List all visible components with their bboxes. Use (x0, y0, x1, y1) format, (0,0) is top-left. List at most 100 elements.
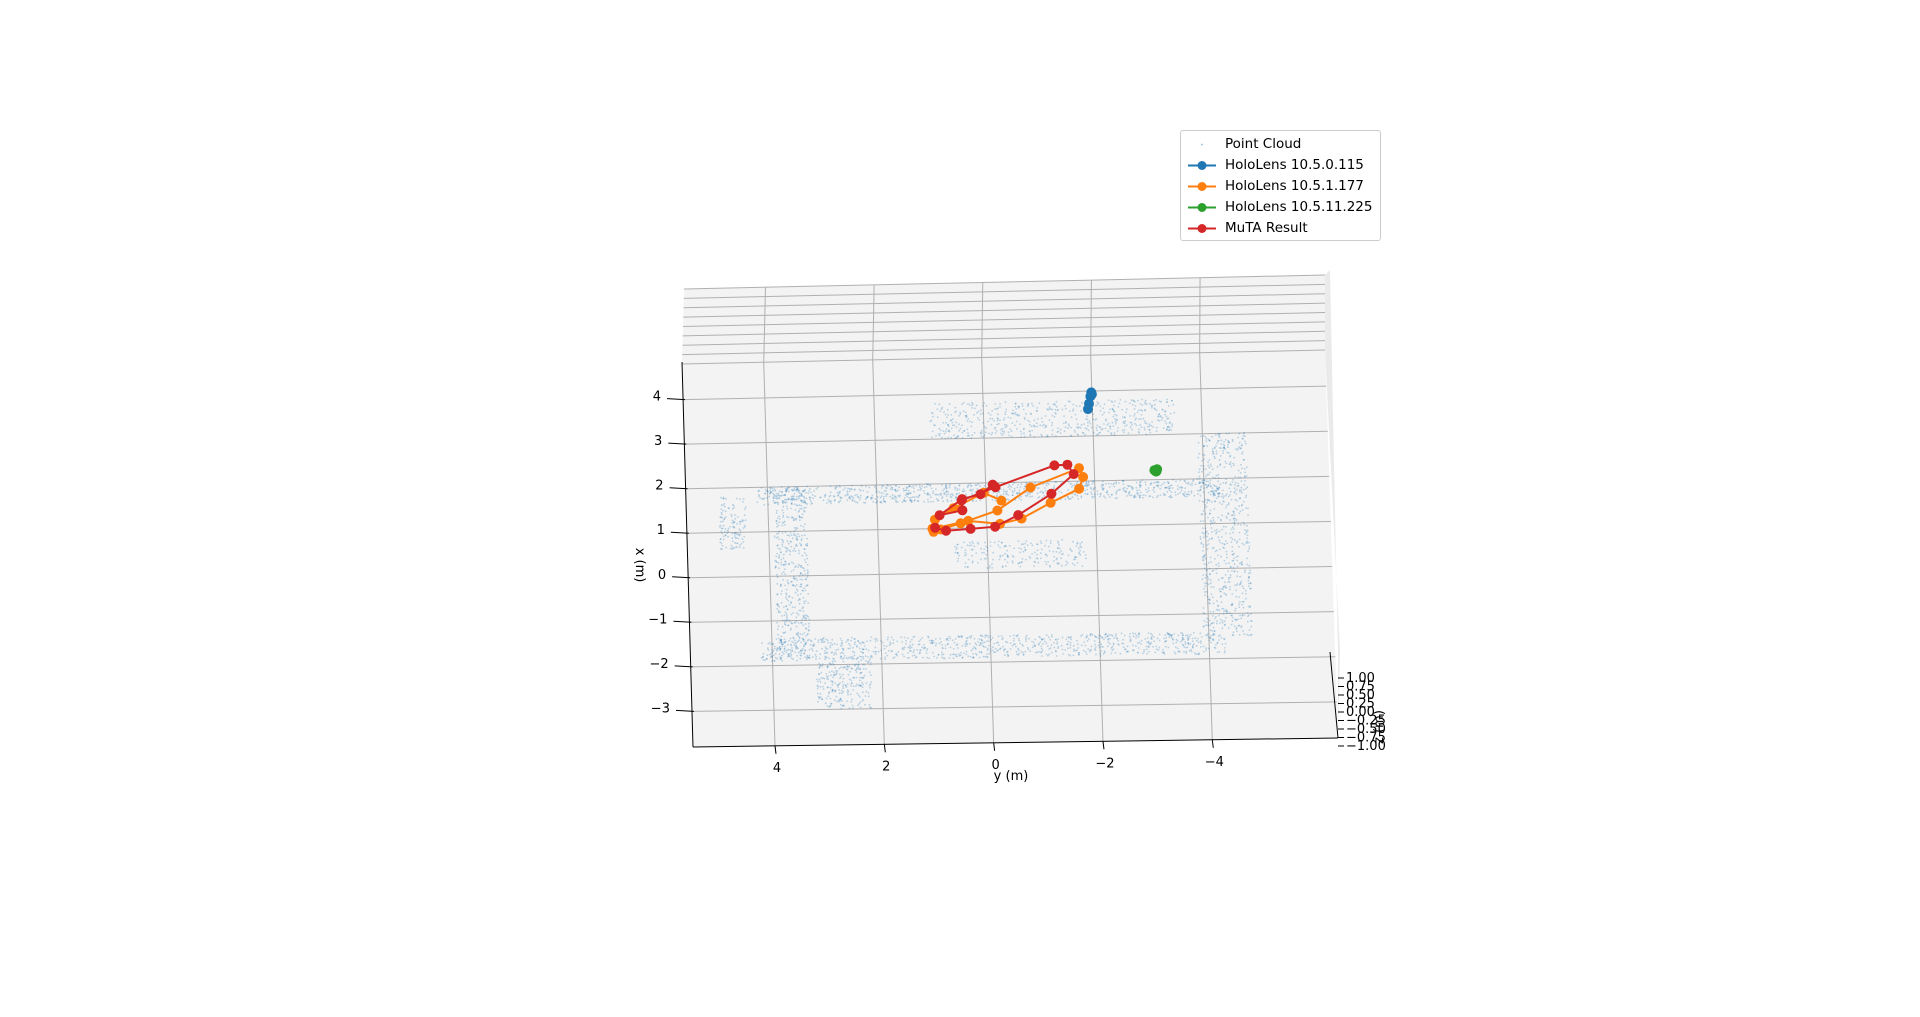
point-cloud-point (1029, 495, 1032, 498)
point-cloud-point (1084, 492, 1087, 495)
point-cloud-point (1032, 405, 1034, 407)
point-cloud-point (792, 519, 795, 522)
point-cloud-point (927, 635, 929, 638)
point-cloud-point (1061, 553, 1063, 555)
point-cloud-point (862, 655, 864, 658)
point-cloud-point (1209, 493, 1212, 496)
point-cloud-point (1177, 484, 1179, 487)
point-cloud-point (1036, 557, 1039, 560)
point-cloud-point (927, 494, 929, 496)
point-cloud-point (842, 648, 845, 650)
point-cloud-point (1215, 608, 1218, 611)
point-cloud-point (970, 485, 973, 487)
point-cloud-point (846, 665, 848, 668)
point-cloud-point (1230, 566, 1232, 569)
point-cloud-point (1240, 480, 1243, 482)
point-cloud-point (782, 643, 785, 646)
point-cloud-point (971, 548, 974, 551)
point-cloud-point (853, 643, 856, 646)
point-cloud-point (954, 638, 957, 640)
point-cloud-point (1207, 647, 1210, 650)
point-cloud-point (1094, 418, 1097, 421)
point-cloud-point (1149, 495, 1152, 498)
point-cloud-point (1163, 652, 1166, 655)
point-cloud-point (801, 589, 804, 592)
point-cloud-point (792, 641, 795, 644)
point-cloud-point (822, 637, 825, 639)
point-cloud-point (1067, 400, 1070, 403)
point-cloud-point (1125, 490, 1127, 493)
point-cloud-point (1203, 445, 1205, 448)
point-cloud-point (782, 652, 785, 655)
point-cloud-point (1210, 465, 1212, 467)
point-cloud-point (825, 652, 828, 654)
point-cloud-point (1084, 651, 1087, 653)
point-cloud-point (956, 543, 958, 546)
point-cloud-point (871, 494, 874, 497)
point-cloud-point (1184, 634, 1187, 637)
point-cloud-point (724, 534, 727, 537)
point-cloud-point (997, 641, 999, 644)
point-cloud-point (777, 496, 780, 499)
point-cloud-point (1116, 418, 1119, 421)
point-cloud-point (1234, 584, 1236, 587)
point-cloud-point (1126, 650, 1128, 653)
point-cloud-point (791, 497, 794, 500)
point-cloud-point (910, 492, 912, 495)
point-cloud-point (851, 698, 853, 701)
point-cloud-point (797, 633, 800, 636)
point-cloud-point (929, 484, 932, 487)
point-cloud-point (1245, 589, 1247, 592)
point-cloud-point (1006, 490, 1008, 493)
point-cloud-point (1225, 481, 1228, 484)
point-cloud-point (870, 498, 873, 500)
point-cloud-point (1225, 587, 1228, 589)
point-cloud-point (780, 641, 783, 643)
point-cloud-point (1202, 435, 1205, 437)
point-cloud-point (807, 571, 809, 573)
point-cloud-point (788, 562, 791, 565)
point-cloud-point (833, 671, 835, 674)
point-cloud-point (1248, 548, 1250, 550)
point-cloud-point (1215, 622, 1218, 625)
point-cloud-point (1222, 489, 1224, 492)
point-cloud-point (1069, 637, 1072, 639)
point-cloud-point (1055, 550, 1058, 553)
point-cloud-point (1034, 638, 1036, 641)
point-cloud-point (940, 494, 942, 497)
point-cloud-point (887, 650, 890, 652)
point-cloud-point (1208, 512, 1211, 515)
point-cloud-point (1168, 426, 1171, 429)
point-cloud-point (972, 656, 974, 659)
point-cloud-point (1239, 582, 1242, 584)
point-cloud-point (1225, 594, 1228, 596)
point-cloud-point (770, 656, 772, 659)
point-cloud-point (1220, 636, 1223, 639)
point-cloud-point (827, 675, 830, 677)
point-cloud-point (1229, 490, 1232, 493)
point-cloud-point (926, 483, 928, 485)
point-cloud-point (797, 640, 799, 643)
point-cloud-point (1114, 413, 1116, 416)
point-cloud-point (1129, 415, 1131, 417)
point-cloud-point (775, 560, 777, 563)
point-cloud-point (1148, 495, 1151, 498)
point-cloud-point (827, 686, 829, 689)
point-cloud-point (1028, 430, 1031, 432)
point-cloud-point (723, 530, 726, 533)
point-cloud-point (1007, 494, 1009, 496)
point-cloud-point (1095, 427, 1098, 429)
point-cloud-point (1042, 491, 1045, 494)
point-cloud-point (818, 697, 821, 700)
point-cloud-point (1147, 489, 1150, 492)
point-cloud-point (913, 635, 916, 638)
point-cloud-point (1217, 488, 1220, 490)
point-cloud-point (1205, 563, 1208, 566)
point-cloud-point (856, 667, 858, 670)
point-cloud-point (859, 497, 862, 499)
point-cloud-point (815, 650, 818, 653)
point-cloud-point (850, 656, 852, 658)
point-cloud-point (1202, 491, 1205, 494)
point-cloud-point (978, 656, 981, 659)
point-cloud-point (1224, 609, 1227, 612)
